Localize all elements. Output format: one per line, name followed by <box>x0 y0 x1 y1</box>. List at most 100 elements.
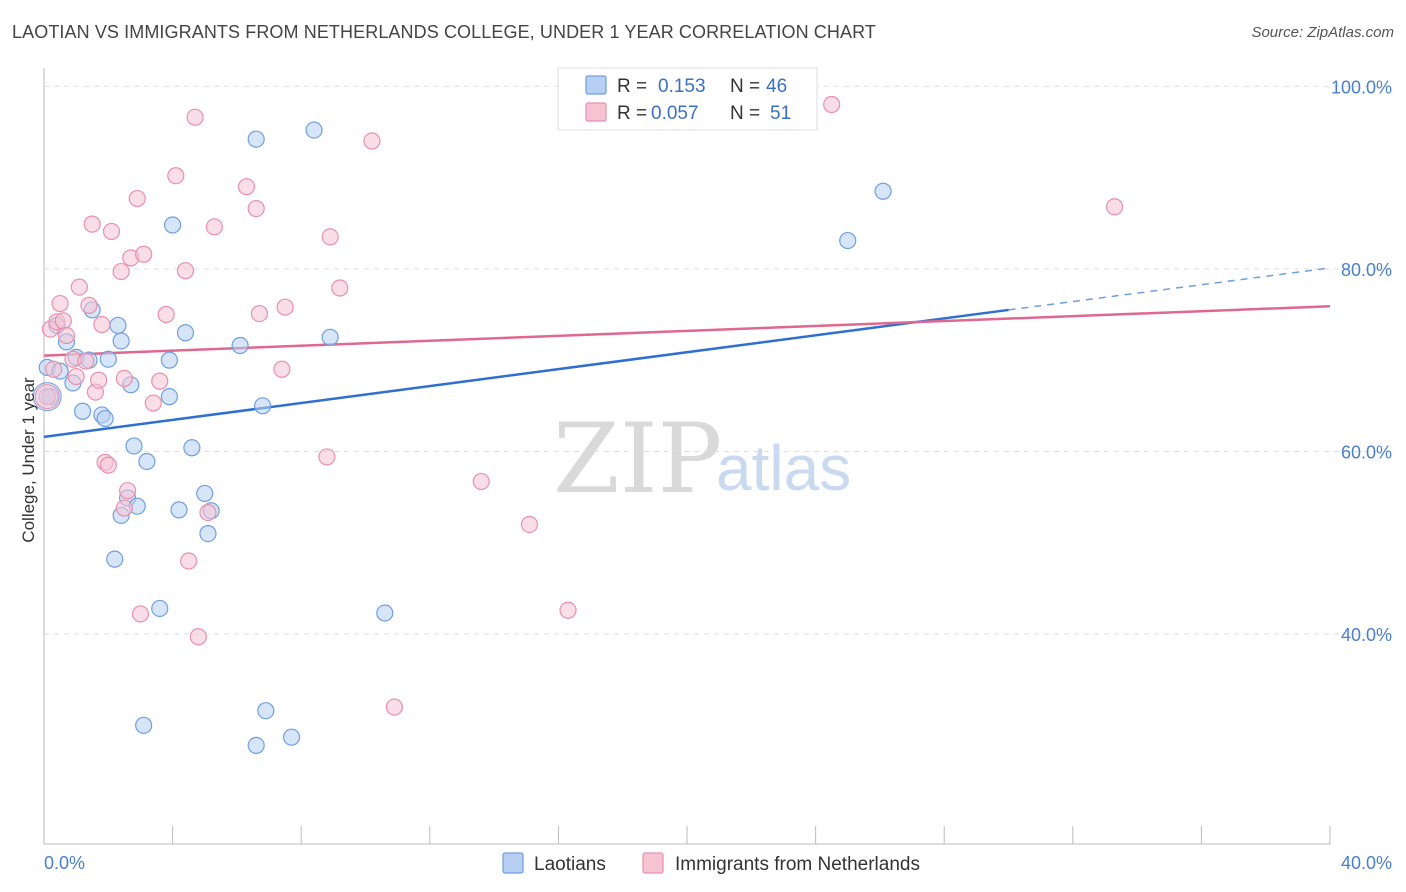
laotians-point-34 <box>247 130 265 148</box>
netherlands-point-26 <box>135 245 153 263</box>
laotians-point-27 <box>170 501 188 519</box>
netherlands-point-25 <box>131 605 150 623</box>
legend-item-laotians: Laotians <box>534 854 606 875</box>
legend-swatch-laotians <box>585 75 607 95</box>
netherlands-point-28 <box>151 372 169 390</box>
netherlands-point-46 <box>385 698 404 716</box>
laotians-point-11 <box>96 409 114 428</box>
y-tick-labels: 40.0% 60.0% 80.0% 100.0% <box>1331 77 1392 645</box>
netherlands-point-4 <box>51 294 69 313</box>
laotians-point-35 <box>247 736 265 755</box>
laotians-point-7 <box>73 402 92 420</box>
netherlands-point-17 <box>99 456 117 474</box>
legend-item-laotians-swatch <box>502 852 524 874</box>
netherlands-point-39 <box>250 304 269 323</box>
netherlands-point-5 <box>54 312 72 330</box>
x-tick-label-1: 40.0% <box>1341 853 1392 873</box>
netherlands-point-38 <box>247 199 265 218</box>
netherlands-point-27 <box>144 394 162 412</box>
legend-n-value-0: 46 <box>766 76 787 97</box>
netherlands-point-29 <box>157 305 175 324</box>
legend-r-label-1: R = <box>617 103 647 124</box>
laotians-point-30 <box>196 484 214 503</box>
laotians-point-15 <box>112 332 130 350</box>
x-tick-labels: 0.0% 40.0% <box>44 853 1392 873</box>
netherlands-point-34 <box>189 628 207 646</box>
laotians-point-36 <box>254 397 272 415</box>
laotians-point-19 <box>125 437 143 455</box>
netherlands-point-9 <box>70 278 88 296</box>
netherlands-point-11 <box>80 296 98 314</box>
legend-stats: R = 0.153 N = 46 R = 0.057 N = 51 <box>557 67 818 131</box>
netherlands-point-40 <box>273 360 291 378</box>
netherlands-point-8 <box>67 367 85 386</box>
netherlands-point-45 <box>363 132 381 150</box>
netherlands-point-32 <box>180 552 198 570</box>
legend-r-value-1: 0.057 <box>651 103 699 124</box>
netherlands-point-51 <box>1105 198 1124 216</box>
data-points <box>32 95 1124 755</box>
legend-r-value-0: 0.153 <box>658 76 706 97</box>
laotians-point-26 <box>164 216 182 234</box>
netherlands-point-10 <box>77 352 95 370</box>
laotians-point-33 <box>231 336 249 355</box>
netherlands-trend-line <box>43 305 1331 357</box>
y-tick-label-1: 60.0% <box>1341 442 1392 462</box>
netherlands-point-30 <box>167 167 185 185</box>
legend-series: Laotians Immigrants from Netherlands <box>502 852 920 875</box>
legend-n-label-1: N = <box>730 103 760 124</box>
laotians-point-38 <box>282 728 301 746</box>
laotians-point-29 <box>183 439 201 457</box>
grid <box>44 85 1392 635</box>
netherlands-point-18 <box>102 222 121 241</box>
netherlands-point-0 <box>38 388 56 406</box>
watermark: ZIP atlas <box>553 403 851 515</box>
laotians-trend-extension <box>1008 267 1331 311</box>
netherlands-point-49 <box>559 601 577 619</box>
netherlands-point-35 <box>199 504 217 522</box>
netherlands-point-12 <box>83 215 101 233</box>
y-tick-label-2: 80.0% <box>1341 260 1392 280</box>
y-tick-label-0: 40.0% <box>1341 625 1392 645</box>
laotians-point-40 <box>321 328 339 346</box>
netherlands-point-6 <box>57 326 76 345</box>
laotians-trend-line <box>43 308 1009 439</box>
laotians-point-43 <box>874 182 892 200</box>
netherlands-point-19 <box>112 262 130 281</box>
netherlands-point-33 <box>186 108 204 126</box>
laotians-point-14 <box>109 316 127 335</box>
legend-n-label-0: N = <box>730 76 760 97</box>
netherlands-point-20 <box>115 369 133 387</box>
laotians-point-large <box>32 382 62 412</box>
watermark-zip: ZIP <box>553 403 722 515</box>
netherlands-point-22 <box>118 482 137 500</box>
legend-n-value-1: 51 <box>770 103 791 124</box>
legend-item-netherlands: Immigrants from Netherlands <box>675 854 920 875</box>
netherlands-point-43 <box>318 448 336 466</box>
laotians-point-39 <box>305 121 323 139</box>
netherlands-point-50 <box>823 95 841 114</box>
netherlands-point-14 <box>90 371 108 389</box>
chart-title: LAOTIAN VS IMMIGRANTS FROM NETHERLANDS C… <box>12 22 876 42</box>
laotians-point-41 <box>376 604 394 622</box>
laotians-point-25 <box>160 351 178 369</box>
netherlands-point-24 <box>128 189 146 208</box>
netherlands-point-31 <box>176 262 195 280</box>
laotians-point-28 <box>176 324 195 342</box>
watermark-atlas: atlas <box>716 432 851 504</box>
chart-source: Source: ZipAtlas.com <box>1251 24 1394 41</box>
laotians-point-21 <box>135 716 153 734</box>
laotians-point-31 <box>199 524 217 543</box>
y-tick-label-3: 100.0% <box>1331 77 1392 97</box>
legend-swatch-netherlands <box>585 102 607 122</box>
x-tick-label-0: 0.0% <box>44 853 85 873</box>
netherlands-point-37 <box>237 178 256 196</box>
y-axis-label: College, Under 1 year <box>19 377 38 543</box>
netherlands-point-large <box>34 384 60 410</box>
netherlands-point-47 <box>472 472 490 491</box>
laotians-point-13 <box>106 550 124 568</box>
laotians-point-37 <box>257 702 275 720</box>
legend-r-label-0: R = <box>617 76 647 97</box>
laotians-point-22 <box>138 452 156 471</box>
